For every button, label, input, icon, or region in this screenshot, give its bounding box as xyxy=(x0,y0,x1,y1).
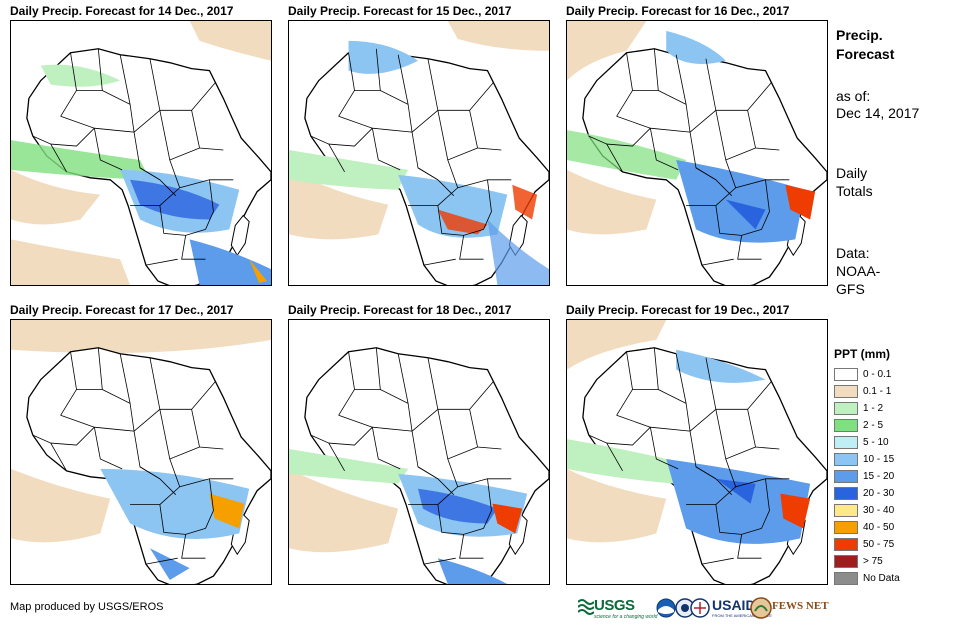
legend-swatch xyxy=(834,436,858,449)
legend-label: 0.1 - 1 xyxy=(863,386,892,397)
legend-swatch xyxy=(834,402,858,415)
data-source-line3: GFS xyxy=(836,281,865,297)
precip-map xyxy=(288,319,550,585)
legend-swatch xyxy=(834,453,858,466)
panel-title: Daily Precip. Forecast for 18 Dec., 2017 xyxy=(288,303,512,317)
legend-label: 0 - 0.1 xyxy=(863,369,892,380)
daily-totals-line2: Totals xyxy=(836,183,873,199)
noaa-logo xyxy=(656,595,678,621)
legend-item: 10 - 15 xyxy=(834,451,964,468)
legend-label: 1 - 2 xyxy=(863,403,884,414)
legend-swatch xyxy=(834,538,858,551)
fews-net-wordmark: FEWS NET xyxy=(772,600,829,612)
forecast-panel-day1: Daily Precip. Forecast for 14 Dec., 2017 xyxy=(10,3,272,286)
usgs-wave-icon xyxy=(578,599,594,615)
forecast-heading: Precip. Forecast xyxy=(836,26,956,64)
legend-swatch xyxy=(834,555,858,568)
legend-item: 15 - 20 xyxy=(834,468,964,485)
legend-item: > 75 xyxy=(834,553,964,570)
usaid-wordmark: USAID xyxy=(712,597,756,613)
panel-title: Daily Precip. Forecast for 16 Dec., 2017 xyxy=(566,4,790,18)
legend-item: 0 - 0.1 xyxy=(834,366,964,383)
usaid-tagline: FROM THE AMERICAN PEOPLE xyxy=(712,613,772,618)
agency-logos: USGS science for a changing world USAID … xyxy=(578,595,829,621)
legend-item: 1 - 2 xyxy=(834,400,964,417)
legend-swatch xyxy=(834,419,858,432)
legend-rows: 0 - 0.1 0.1 - 1 1 - 2 2 - 5 5 - 10 10 - 15 15 … xyxy=(834,366,964,587)
legend-label: 2 - 5 xyxy=(863,420,884,431)
usgs-tagline: science for a changing world xyxy=(594,614,658,620)
legend-item: 30 - 40 xyxy=(834,502,964,519)
legend-label: 50 - 75 xyxy=(863,539,895,550)
heading-line2: Forecast xyxy=(836,46,895,62)
legend-label: No Data xyxy=(863,573,900,584)
legend-swatch xyxy=(834,470,858,483)
usgs-logo: USGS science for a changing world xyxy=(578,595,658,621)
precip-legend: PPT (mm) 0 - 0.1 0.1 - 1 1 - 2 2 - 5 5 - 10 1… xyxy=(834,346,964,587)
legend-title: PPT (mm) xyxy=(834,347,891,361)
panel-title: Daily Precip. Forecast for 17 Dec., 2017 xyxy=(10,303,234,317)
legend-item: No Data xyxy=(834,570,964,587)
data-source-line1: Data: xyxy=(836,245,870,261)
forecast-panel-day2: Daily Precip. Forecast for 15 Dec., 2017 xyxy=(288,3,550,286)
forecast-panel-day6: Daily Precip. Forecast for 19 Dec., 2017 xyxy=(566,302,828,585)
panel-title: Daily Precip. Forecast for 19 Dec., 2017 xyxy=(566,303,790,317)
legend-item: 0.1 - 1 xyxy=(834,383,964,400)
panel-title: Daily Precip. Forecast for 15 Dec., 2017 xyxy=(288,4,512,18)
precip-map xyxy=(566,319,828,585)
forecast-panel-day4: Daily Precip. Forecast for 17 Dec., 2017 xyxy=(10,302,272,585)
legend-item: 50 - 75 xyxy=(834,536,964,553)
map-credit: Map produced by USGS/EROS xyxy=(10,601,164,613)
legend-swatch xyxy=(834,385,858,398)
legend-item: 2 - 5 xyxy=(834,417,964,434)
legend-swatch xyxy=(834,487,858,500)
forecast-panel-day3: Daily Precip. Forecast for 16 Dec., 2017 xyxy=(566,3,828,286)
precip-map xyxy=(566,20,828,286)
legend-item: 20 - 30 xyxy=(834,485,964,502)
legend-label: 30 - 40 xyxy=(863,505,895,516)
precip-map xyxy=(288,20,550,286)
precip-map xyxy=(10,20,272,286)
usaid-logo: USAID FROM THE AMERICAN PEOPLE xyxy=(690,595,772,621)
heading-line1: Precip. xyxy=(836,27,883,43)
legend-swatch xyxy=(834,368,858,381)
legend-item: 5 - 10 xyxy=(834,434,964,451)
legend-label: > 75 xyxy=(863,556,883,567)
data-source-line2: NOAA- xyxy=(836,263,881,279)
forecast-panel-day5: Daily Precip. Forecast for 18 Dec., 2017 xyxy=(288,302,550,585)
daily-totals-line1: Daily xyxy=(836,165,868,181)
legend-label: 15 - 20 xyxy=(863,471,895,482)
legend-label: 5 - 10 xyxy=(863,437,889,448)
usgs-wordmark: USGS xyxy=(594,597,635,614)
legend-label: 20 - 30 xyxy=(863,488,895,499)
legend-swatch xyxy=(834,504,858,517)
panel-title: Daily Precip. Forecast for 14 Dec., 2017 xyxy=(10,4,234,18)
asof-label: as of: xyxy=(836,88,871,104)
legend-swatch xyxy=(834,521,858,534)
legend-item: 40 - 50 xyxy=(834,519,964,536)
legend-label: 10 - 15 xyxy=(863,454,895,465)
legend-swatch xyxy=(834,572,858,585)
fews-net-logo: FEWS NET xyxy=(750,595,829,621)
precip-map xyxy=(10,319,272,585)
asof-date: Dec 14, 2017 xyxy=(836,105,920,121)
legend-label: 40 - 50 xyxy=(863,522,895,533)
